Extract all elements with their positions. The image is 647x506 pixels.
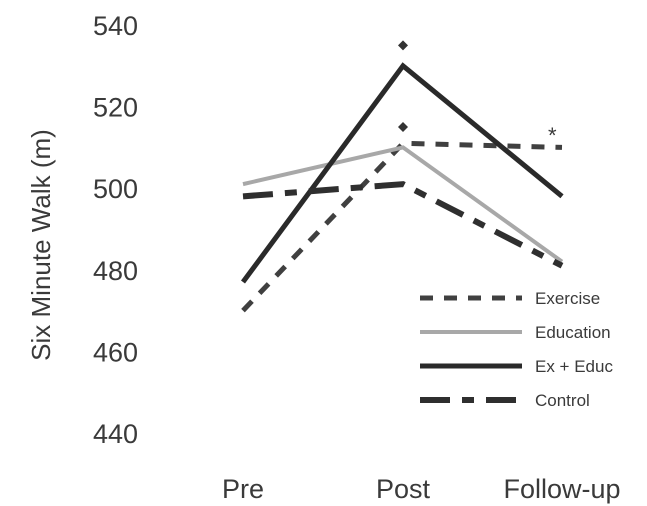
y-axis-label-group: Six Minute Walk (m) <box>26 129 56 361</box>
y-tick-labels: 440 460 480 500 520 540 <box>93 11 138 449</box>
series-line-ex-educ <box>240 62 564 284</box>
y-tick-label: 520 <box>93 93 138 123</box>
significance-diamond-marker <box>398 122 408 132</box>
y-tick-label: 540 <box>93 11 138 41</box>
legend-label: Ex + Educ <box>535 357 613 376</box>
y-tick-label: 500 <box>93 174 138 204</box>
significance-diamond-marker <box>398 40 408 51</box>
legend-label: Control <box>535 391 590 410</box>
legend-label: Education <box>535 323 611 342</box>
significance-asterisk: * <box>548 123 557 148</box>
x-tick-label: Pre <box>222 474 264 504</box>
annotation-layer: * <box>398 40 557 148</box>
y-tick-label: 480 <box>93 256 138 286</box>
y-tick-label: 460 <box>93 337 138 367</box>
x-tick-labels: Pre Post Follow-up <box>222 474 621 504</box>
y-axis-label: Six Minute Walk (m) <box>26 129 56 361</box>
legend: Exercise Education Ex + Educ Control <box>420 289 613 410</box>
y-tick-label: 440 <box>93 419 138 449</box>
series-line-education <box>242 145 564 264</box>
x-tick-label: Post <box>376 474 431 504</box>
legend-label: Exercise <box>535 289 600 308</box>
x-tick-label: Follow-up <box>503 474 620 504</box>
series-line-exercise <box>241 140 563 313</box>
series-layer <box>240 62 564 313</box>
series-line-control <box>242 181 564 269</box>
